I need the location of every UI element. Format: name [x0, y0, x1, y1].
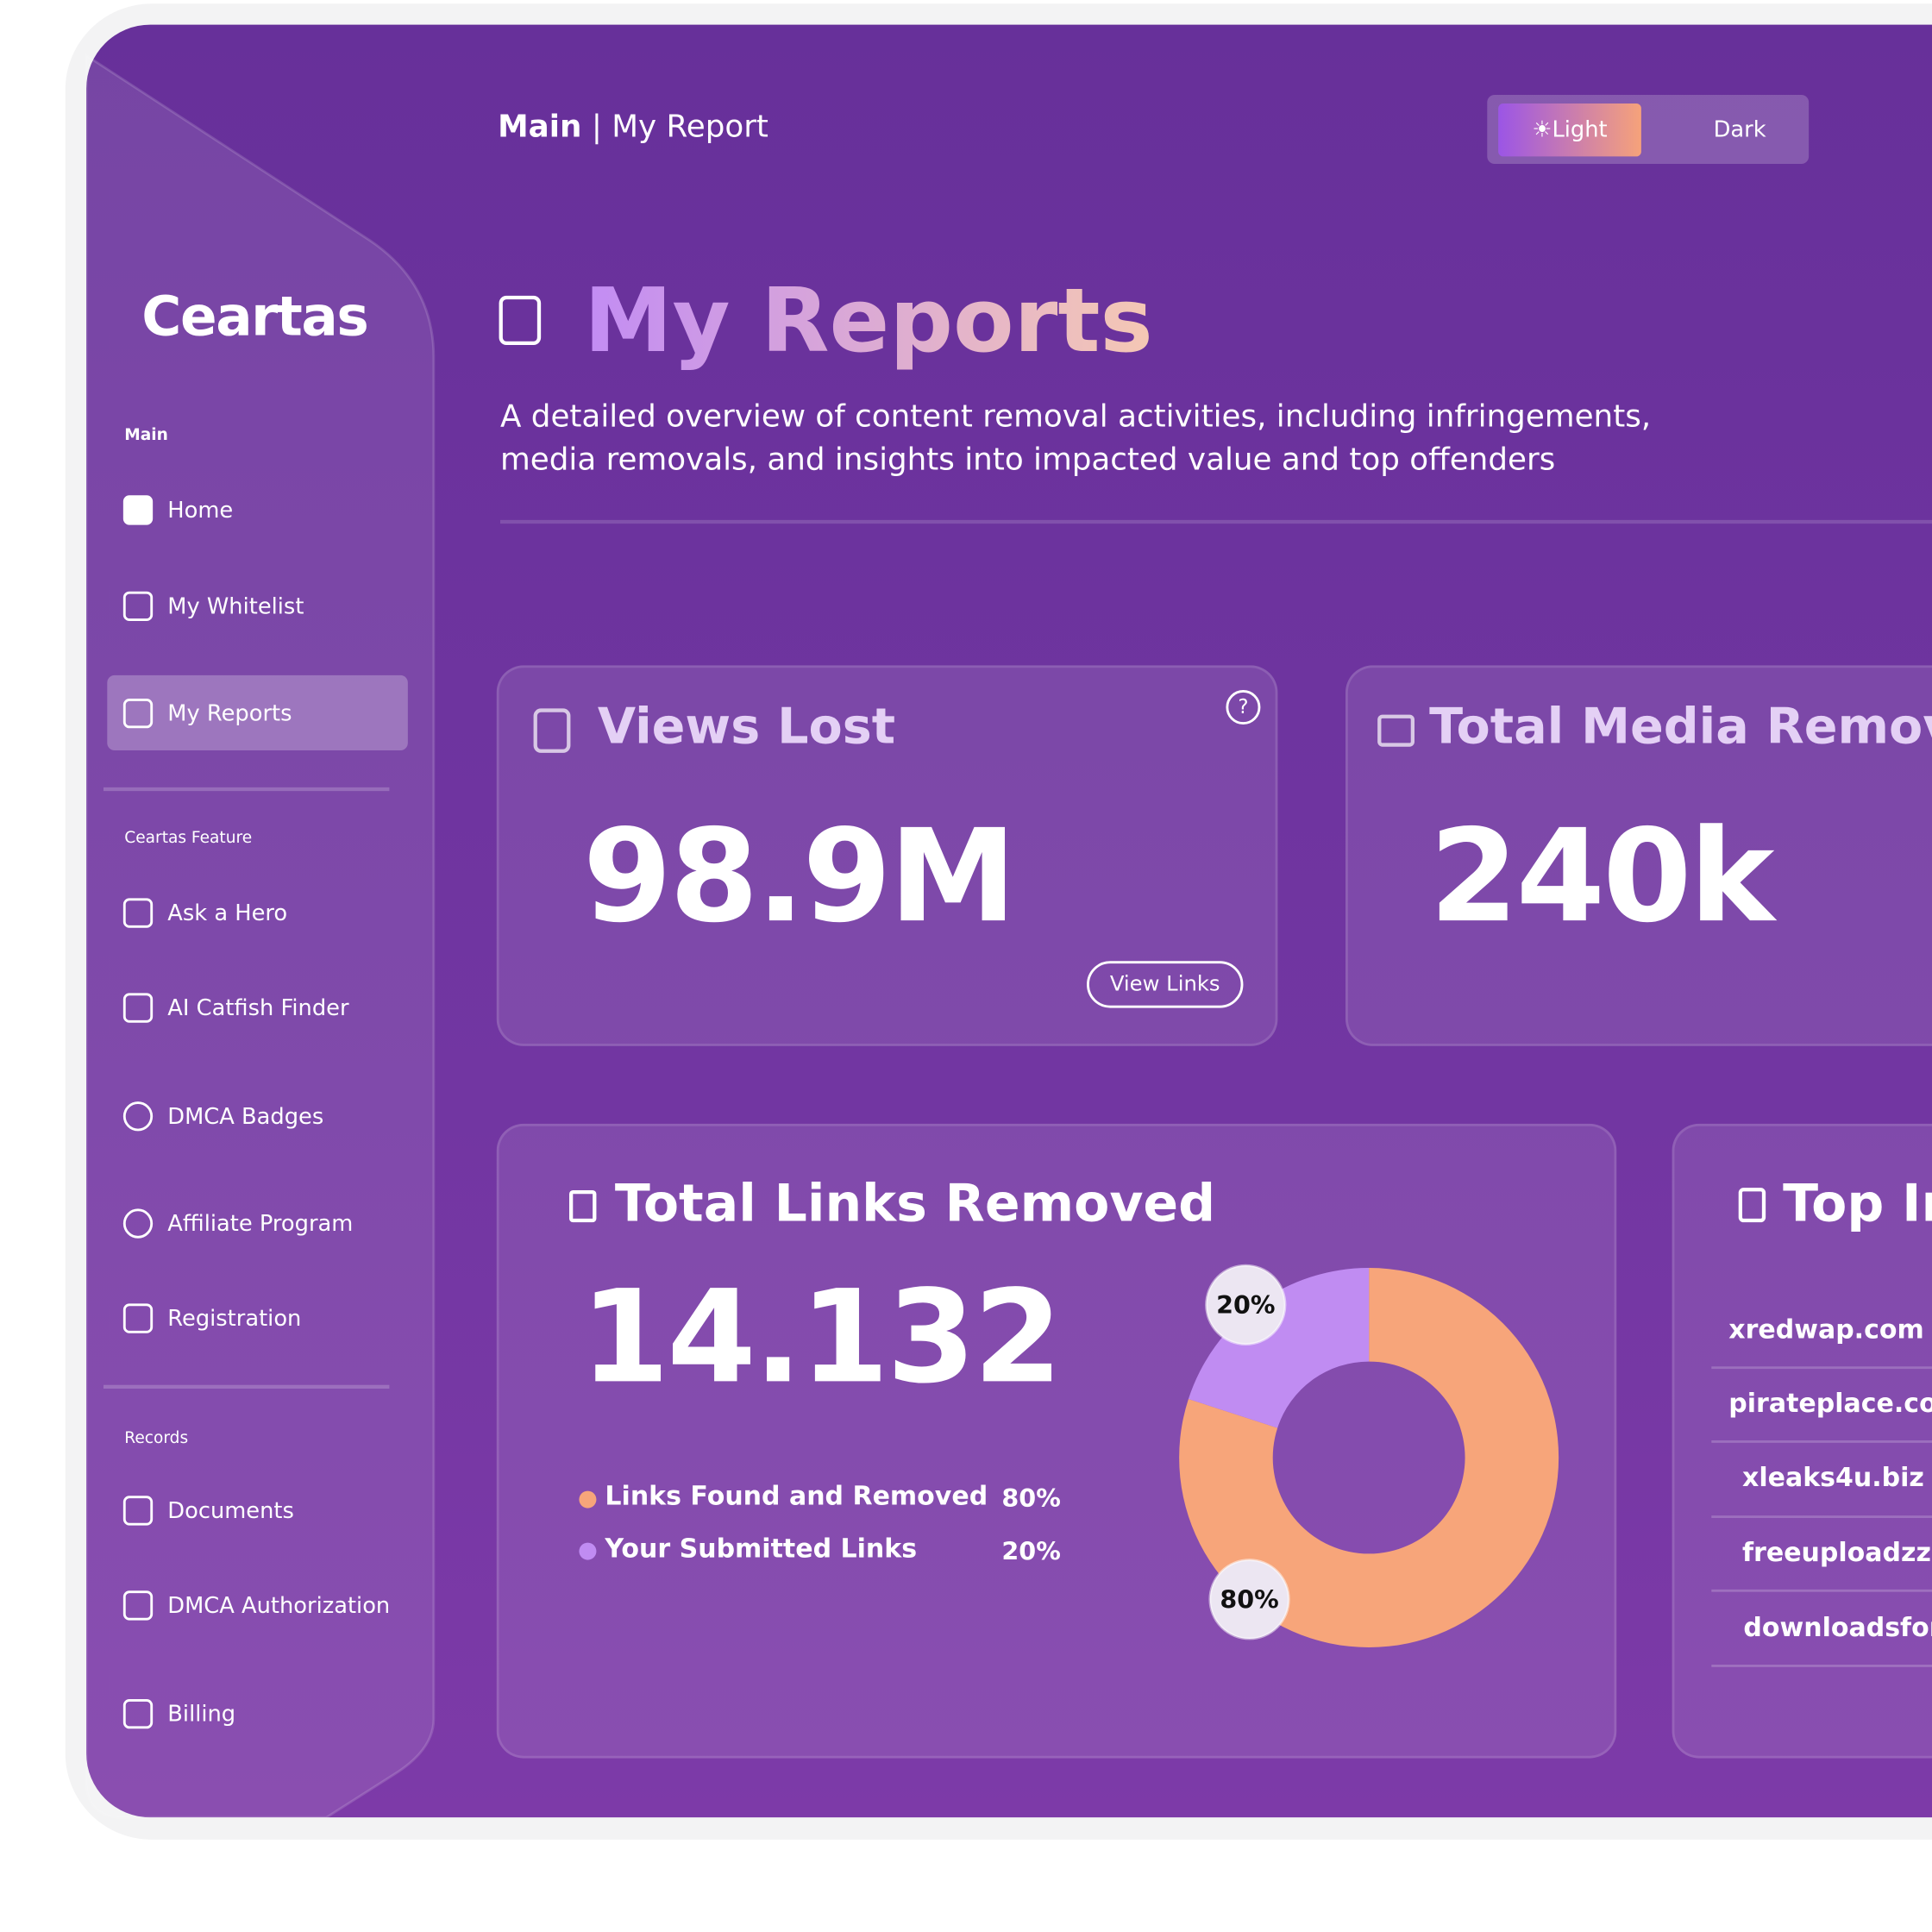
nav-label: DMCA Badges	[167, 1103, 324, 1130]
nav-item[interactable]: Home	[122, 495, 234, 525]
nav-label: AI Catfish Finder	[167, 994, 349, 1021]
nav-item[interactable]: AI Catfish Finder	[122, 993, 349, 1023]
theme-toggle: ☀ Light Dark	[1487, 94, 1810, 164]
donut-segment	[1179, 1267, 1559, 1647]
nav-label: My Reports	[167, 700, 292, 727]
breadcrumb-page: My Report	[612, 108, 768, 145]
nav-label: Affiliate Program	[167, 1210, 354, 1237]
light-label: Light	[1552, 116, 1608, 143]
page-description: A detailed overview of content removal a…	[499, 398, 1652, 477]
section-title: Records	[124, 1429, 189, 1448]
nav-item[interactable]: My Whitelist	[122, 591, 304, 621]
nav-label: Registration	[167, 1305, 302, 1332]
row-divider	[1711, 1515, 1932, 1518]
top-card: Top Infringers xredwap.com pirateplace.c…	[1672, 1123, 1932, 1759]
legend-label: Your Submitted Links	[605, 1534, 918, 1564]
nav-label: Ask a Hero	[167, 900, 288, 926]
icon	[122, 1208, 154, 1239]
breadcrumb-main: Main	[498, 108, 582, 145]
trash-icon	[568, 1189, 597, 1223]
row-divider	[1711, 1664, 1932, 1667]
card-title: Views Lost	[597, 698, 896, 756]
nav-item[interactable]: Registration	[122, 1303, 302, 1333]
card-title: Top Infringers	[1783, 1172, 1932, 1233]
nav-item[interactable]: Documents	[122, 1496, 294, 1526]
legend-value: 80%	[1001, 1483, 1061, 1514]
domain[interactable]: freeuploadzzz.	[1741, 1537, 1932, 1568]
section-title: Ceartas Feature	[124, 829, 253, 848]
nav-label: My Whitelist	[167, 593, 304, 619]
views-card: Views Lost ? 98.9M View Links	[496, 665, 1278, 1046]
icon	[122, 993, 154, 1023]
donut-badge: 80%	[1208, 1559, 1290, 1640]
section-title: Main	[124, 426, 168, 445]
domain[interactable]: xredwap.com	[1728, 1314, 1924, 1345]
breadcrumb: Main | My Report	[498, 108, 768, 145]
divider	[103, 1384, 390, 1389]
view-links-button[interactable]: View Links	[1086, 961, 1244, 1008]
card-value: 14.132	[580, 1261, 1063, 1413]
icon	[122, 1303, 154, 1333]
nav-item[interactable]: DMCA Authorization	[122, 1590, 391, 1621]
row-divider	[1711, 1366, 1932, 1370]
legend-dot	[579, 1490, 597, 1509]
light-button[interactable]: ☀ Light	[1498, 103, 1641, 157]
icon	[122, 698, 154, 729]
help-icon[interactable]: ?	[1226, 689, 1261, 724]
donut-segment	[1188, 1267, 1370, 1428]
logo[interactable]: Ceartas	[141, 285, 368, 349]
nav-item[interactable]: Affiliate Program	[122, 1208, 354, 1239]
active-highlight	[107, 674, 408, 750]
domain[interactable]: pirateplace.com	[1728, 1388, 1932, 1419]
nav-item-active[interactable]: My Reports	[122, 698, 292, 729]
row-divider	[1711, 1589, 1932, 1592]
nav-item[interactable]: Billing	[122, 1698, 236, 1729]
icon	[122, 898, 154, 928]
nav-label: Documents	[167, 1497, 294, 1524]
nav-label: DMCA Authorization	[167, 1592, 391, 1619]
dark-button[interactable]: Dark	[1713, 116, 1766, 143]
legend-value: 20%	[1001, 1536, 1061, 1566]
sidebar-bg	[85, 53, 436, 1819]
icon	[1377, 714, 1414, 747]
badge-label: 80%	[1220, 1584, 1278, 1614]
icon	[122, 1590, 154, 1621]
icon	[122, 591, 154, 621]
donut-chart: 80% 20%	[1179, 1264, 1559, 1647]
divider	[103, 787, 390, 792]
icon	[122, 1496, 154, 1526]
app-panel	[85, 24, 1932, 1818]
links-card: Total Links Removed 14.132 Links Found a…	[496, 1123, 1617, 1759]
nav-item[interactable]: DMCA Badges	[122, 1101, 324, 1132]
donut-badge: 20%	[1205, 1264, 1287, 1346]
separator	[499, 519, 1932, 524]
icon	[533, 708, 571, 753]
domain[interactable]: downloadsfor	[1743, 1612, 1932, 1643]
card-title: Total Media Removed	[1429, 698, 1932, 756]
domain[interactable]: xleaks4u.biz	[1741, 1462, 1924, 1492]
nav-item[interactable]: Ask a Hero	[122, 898, 288, 928]
badge-circle	[1205, 1264, 1287, 1346]
legend-dot	[579, 1542, 597, 1560]
media-card: Total Media Removed 240k	[1345, 665, 1932, 1046]
badge-label: 20%	[1216, 1290, 1275, 1320]
page-title: My Reports	[584, 268, 1153, 373]
row-divider	[1711, 1440, 1932, 1443]
card-value: 98.9M	[582, 800, 1017, 951]
legend-label: Links Found and Removed	[605, 1481, 988, 1511]
card-value: 240k	[1429, 800, 1774, 951]
icon	[122, 1101, 154, 1132]
title-icon	[499, 295, 542, 345]
nav-label: Home	[167, 497, 234, 524]
icon	[1738, 1188, 1766, 1223]
badge-circle	[1208, 1559, 1290, 1640]
icon	[122, 1698, 154, 1729]
icon	[122, 495, 154, 525]
card-title: Total Links Removed	[614, 1172, 1216, 1233]
nav-label: Billing	[167, 1701, 236, 1728]
